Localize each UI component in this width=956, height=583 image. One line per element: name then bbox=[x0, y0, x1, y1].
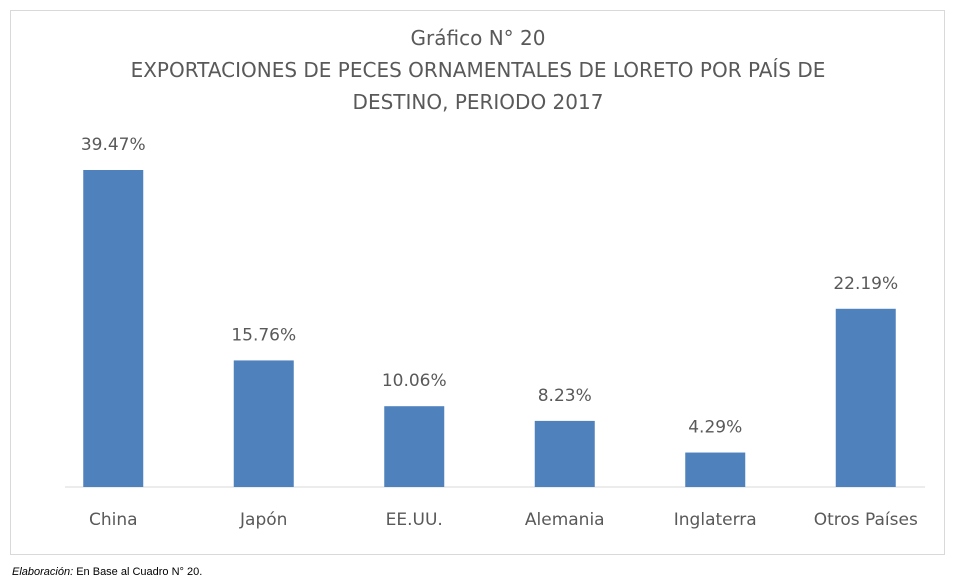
note-label: Elaboración: bbox=[12, 566, 74, 578]
chart: 39.47% China 15.76% Japón 10.06% EE.UU. 8.23% A… bbox=[65, 135, 925, 530]
x-tick-label: China bbox=[89, 510, 138, 530]
x-tick-label: Inglaterra bbox=[674, 510, 757, 530]
chart-frame bbox=[10, 10, 945, 555]
titles: Gráfico N° 20 EXPORTACIONES DE PECES ORN… bbox=[108, 22, 848, 118]
note-text: En Base al Cuadro N° 20. bbox=[76, 566, 203, 578]
value-label: 22.19% bbox=[833, 274, 898, 294]
value-label: 10.06% bbox=[382, 371, 447, 391]
x-tick-label: Japón bbox=[239, 510, 287, 530]
value-label: 8.23% bbox=[538, 386, 592, 406]
x-tick-label: Otros Países bbox=[814, 510, 918, 530]
bar bbox=[835, 308, 896, 487]
value-label: 39.47% bbox=[81, 135, 146, 155]
bar bbox=[83, 170, 144, 487]
bar bbox=[534, 420, 595, 487]
bar bbox=[685, 452, 746, 487]
bar bbox=[233, 360, 294, 487]
x-tick-label: EE.UU. bbox=[386, 510, 443, 530]
chart-title: Gráfico N° 20 bbox=[410, 26, 546, 50]
value-label: 4.29% bbox=[688, 418, 742, 438]
chart-subtitle: EXPORTACIONES DE PECES ORNAMENTALES DE L… bbox=[130, 58, 826, 114]
value-label: 15.76% bbox=[231, 325, 296, 345]
x-tick-label: Alemania bbox=[525, 510, 605, 530]
note: Elaboración: En Base al Cuadro N° 20. bbox=[12, 566, 202, 578]
bar bbox=[384, 406, 445, 487]
